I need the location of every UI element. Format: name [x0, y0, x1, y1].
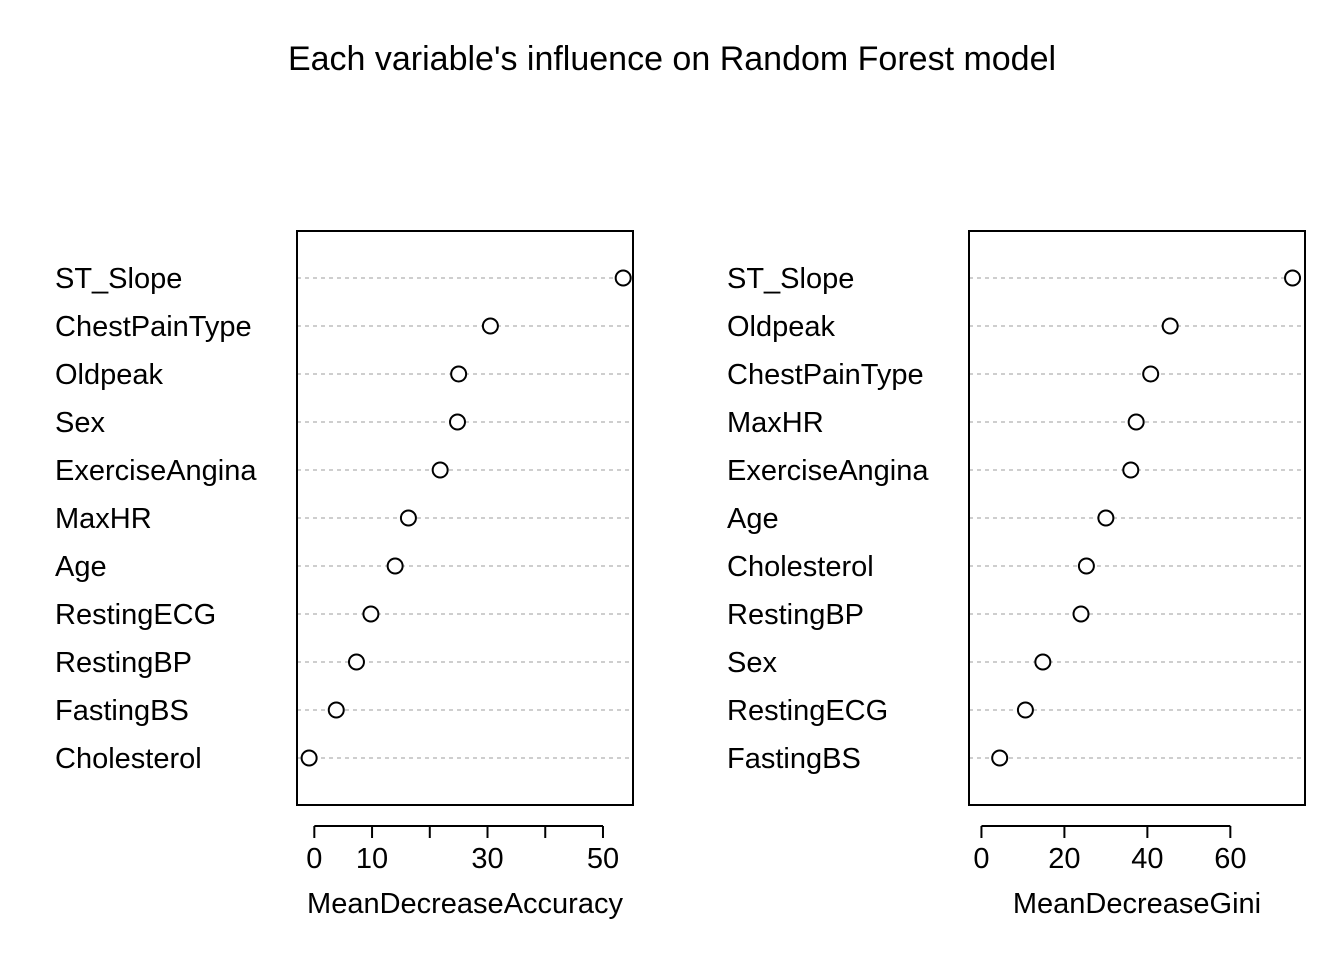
category-label: ST_Slope	[55, 263, 182, 295]
x-axis-label: MeanDecreaseGini	[1013, 888, 1261, 920]
data-point	[481, 317, 499, 335]
x-tick-label: 10	[356, 843, 388, 875]
x-axis-label: MeanDecreaseAccuracy	[307, 888, 623, 920]
category-label: Oldpeak	[727, 311, 836, 343]
category-label: ST_Slope	[727, 263, 854, 295]
category-label: FastingBS	[727, 743, 861, 775]
category-label: ChestPainType	[55, 311, 252, 343]
x-tick-label: 50	[587, 843, 619, 875]
category-label: ChestPainType	[727, 359, 924, 391]
data-point	[347, 653, 365, 671]
data-point	[1161, 317, 1179, 335]
data-point	[1127, 413, 1145, 431]
category-label: Age	[55, 551, 107, 583]
plot-frame	[968, 230, 1306, 806]
x-tick-label: 20	[1048, 843, 1080, 875]
category-label: RestingBP	[727, 599, 864, 631]
chart-title: Each variable's influence on Random Fore…	[288, 40, 1056, 78]
category-label: RestingECG	[727, 695, 888, 727]
mean-decrease-gini-panel: ST_Slope Oldpeak ChestPainType MaxHR Exercis…	[727, 230, 1306, 920]
x-tick-label: 30	[471, 843, 503, 875]
data-point	[991, 749, 1009, 767]
data-point	[614, 269, 632, 287]
data-point	[362, 605, 380, 623]
category-label: Age	[727, 503, 779, 535]
category-label: Cholesterol	[55, 743, 202, 775]
data-point	[327, 701, 345, 719]
data-point	[1122, 461, 1140, 479]
mean-decrease-accuracy-panel: ST_Slope ChestPainType Oldpeak Sex ExerciseA…	[55, 230, 634, 920]
category-label: RestingECG	[55, 599, 216, 631]
data-point	[1072, 605, 1090, 623]
category-label: ExerciseAngina	[55, 455, 257, 487]
data-point	[448, 413, 466, 431]
data-point	[1016, 701, 1034, 719]
x-tick-label: 60	[1214, 843, 1246, 875]
x-tick-label: 0	[306, 843, 322, 875]
data-point	[399, 509, 417, 527]
category-label: MaxHR	[55, 503, 152, 535]
x-tick-label: 0	[973, 843, 989, 875]
category-label: MaxHR	[727, 407, 824, 439]
category-label: RestingBP	[55, 647, 192, 679]
data-point	[386, 557, 404, 575]
category-label: Sex	[727, 647, 777, 679]
category-label: Cholesterol	[727, 551, 874, 583]
data-point	[431, 461, 449, 479]
plot-frame	[296, 230, 634, 806]
data-point	[1034, 653, 1052, 671]
category-label: ExerciseAngina	[727, 455, 929, 487]
category-label: Oldpeak	[55, 359, 164, 391]
data-point	[300, 749, 318, 767]
data-point	[1142, 365, 1160, 383]
category-label: Sex	[55, 407, 105, 439]
data-point	[1284, 269, 1302, 287]
category-label: FastingBS	[55, 695, 189, 727]
data-point	[1097, 509, 1115, 527]
data-point	[450, 365, 468, 383]
x-tick-label: 40	[1131, 843, 1163, 875]
data-point	[1077, 557, 1095, 575]
